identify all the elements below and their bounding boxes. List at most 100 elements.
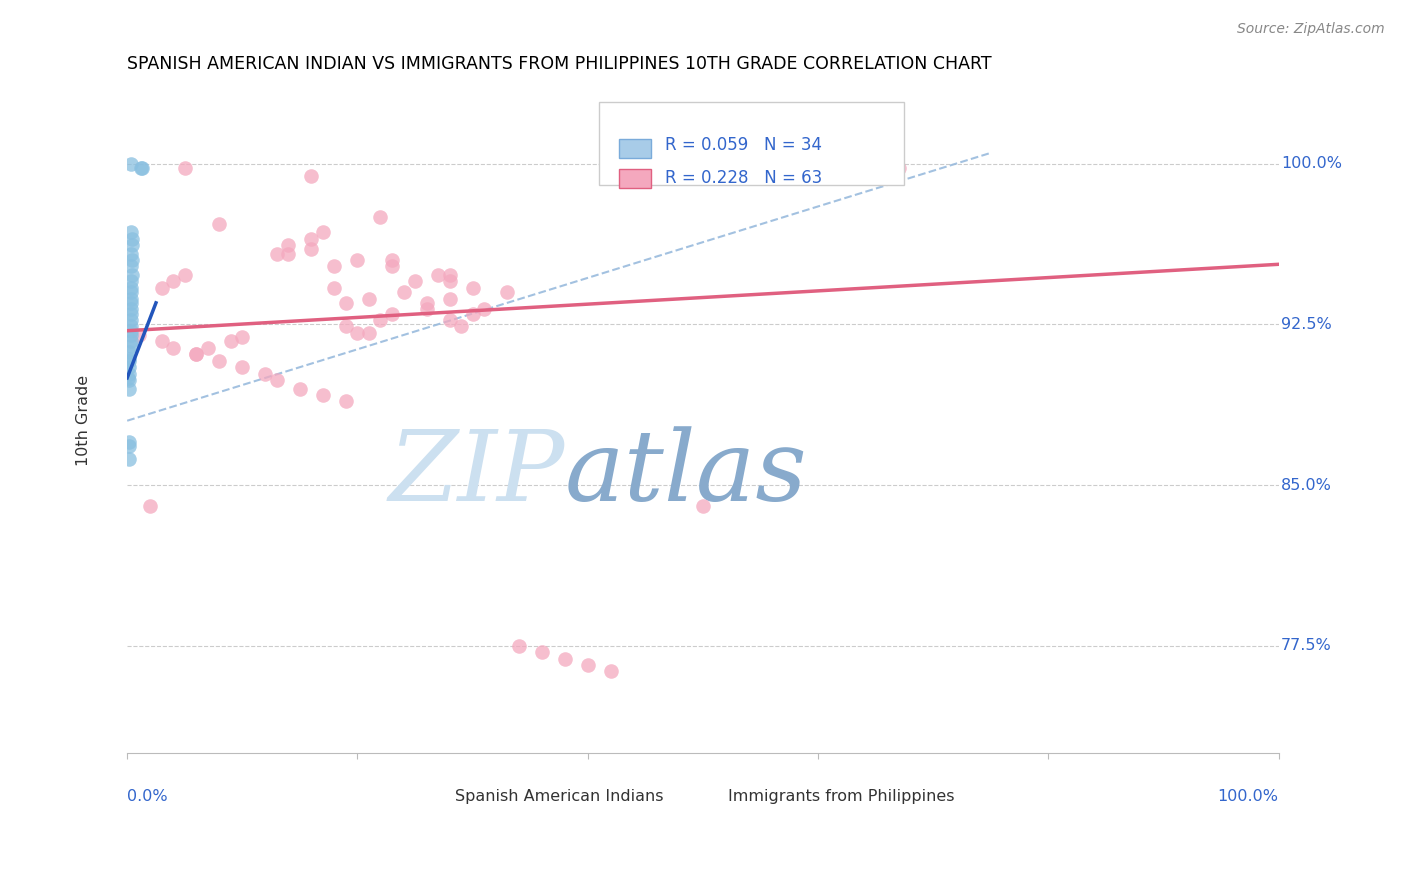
FancyBboxPatch shape (619, 169, 651, 187)
Point (472, 302, 495, 317)
Text: Spanish American Indians: Spanish American Indians (454, 789, 664, 805)
Point (357, 326, 380, 340)
Point (131, 161, 153, 175)
Point (120, 246, 142, 260)
Point (335, 319, 357, 334)
Point (120, 334, 142, 349)
Point (150, 334, 173, 349)
Point (121, 238, 143, 252)
Point (118, 353, 141, 368)
Text: 85.0%: 85.0% (1281, 477, 1331, 492)
Point (118, 367, 141, 381)
Point (576, 658, 599, 673)
Point (162, 341, 184, 355)
Point (277, 238, 299, 252)
Point (173, 161, 195, 175)
Point (231, 360, 253, 375)
FancyBboxPatch shape (413, 782, 440, 798)
Point (120, 225, 142, 239)
Point (346, 326, 368, 340)
Point (266, 246, 288, 260)
Point (121, 252, 143, 267)
Point (312, 225, 335, 239)
Point (118, 439, 141, 453)
Point (231, 330, 253, 344)
Point (439, 275, 461, 289)
Point (120, 339, 142, 353)
Point (118, 452, 141, 467)
Point (335, 296, 357, 310)
Text: 77.5%: 77.5% (1281, 638, 1331, 653)
Point (312, 388, 335, 402)
Text: 100.0%: 100.0% (1281, 156, 1341, 171)
Point (186, 347, 208, 361)
Point (120, 275, 142, 289)
Point (120, 156, 142, 170)
Point (415, 296, 437, 310)
Point (299, 231, 322, 245)
Point (381, 260, 404, 274)
Point (118, 373, 141, 387)
Point (118, 360, 141, 375)
Point (173, 268, 195, 282)
Point (208, 353, 231, 368)
Point (121, 231, 143, 245)
Point (266, 373, 288, 387)
Point (121, 268, 143, 282)
Point (120, 302, 142, 317)
Point (186, 347, 208, 361)
Point (439, 313, 461, 327)
Text: 10th Grade: 10th Grade (76, 376, 91, 467)
Point (692, 500, 714, 514)
Point (323, 281, 346, 295)
Text: 0.0%: 0.0% (127, 789, 167, 805)
FancyBboxPatch shape (619, 139, 651, 158)
Point (197, 341, 219, 355)
Point (254, 367, 277, 381)
Point (129, 161, 152, 175)
Point (496, 285, 519, 300)
Point (219, 334, 242, 349)
Point (887, 161, 910, 175)
Point (208, 217, 231, 231)
Point (120, 328, 142, 343)
Point (357, 292, 380, 306)
Point (120, 285, 142, 300)
Point (120, 324, 142, 338)
Point (450, 319, 472, 334)
FancyBboxPatch shape (688, 782, 716, 798)
Point (120, 313, 142, 327)
FancyBboxPatch shape (599, 102, 904, 185)
Point (120, 307, 142, 321)
Point (150, 281, 173, 295)
Text: Immigrants from Philippines: Immigrants from Philippines (728, 789, 955, 805)
Text: R = 0.059   N = 34: R = 0.059 N = 34 (665, 136, 823, 154)
Point (139, 500, 162, 514)
Text: ZIP: ZIP (388, 426, 565, 522)
Point (427, 268, 450, 282)
Point (599, 665, 621, 679)
Point (120, 260, 142, 274)
Point (370, 210, 392, 224)
Point (404, 275, 426, 289)
Point (530, 645, 553, 659)
Point (118, 382, 141, 396)
Point (288, 382, 311, 396)
Point (370, 313, 392, 327)
Point (128, 328, 150, 343)
Point (299, 242, 322, 256)
Point (381, 307, 404, 321)
Point (323, 260, 346, 274)
Text: Source: ZipAtlas.com: Source: ZipAtlas.com (1237, 22, 1385, 37)
Text: SPANISH AMERICAN INDIAN VS IMMIGRANTS FROM PHILIPPINES 10TH GRADE CORRELATION CH: SPANISH AMERICAN INDIAN VS IMMIGRANTS FR… (127, 55, 991, 73)
Point (299, 169, 322, 184)
Text: 100.0%: 100.0% (1218, 789, 1278, 805)
Point (554, 651, 576, 665)
Point (162, 275, 184, 289)
Point (415, 302, 437, 317)
Point (118, 345, 141, 359)
Point (118, 435, 141, 450)
Point (439, 268, 461, 282)
Point (392, 285, 415, 300)
Text: atlas: atlas (565, 426, 807, 522)
